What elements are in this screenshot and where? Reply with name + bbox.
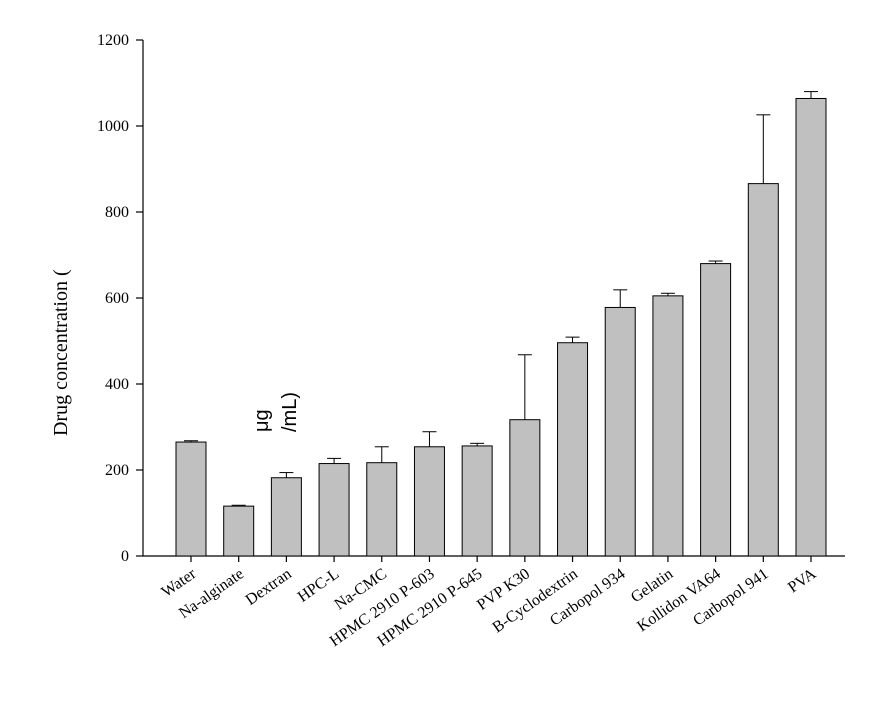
bar <box>175 441 207 557</box>
y-axis-ticks: 0 200 400 600 800 1000 1200 <box>97 32 143 565</box>
y-tick-label: 800 <box>105 204 129 221</box>
bar <box>652 295 684 557</box>
y-tick-label: 600 <box>105 290 129 307</box>
bar <box>270 477 302 557</box>
y-tick-label: 400 <box>105 376 129 393</box>
bar <box>366 462 398 557</box>
y-tick-label: 1200 <box>97 32 129 49</box>
y-tick-label: 200 <box>105 462 129 479</box>
bar <box>318 463 350 557</box>
chart-axes <box>142 40 845 557</box>
bar <box>557 342 589 557</box>
x-category-label: Dextran <box>243 565 295 608</box>
bar <box>413 446 445 557</box>
y-axis-unit-mu: μg <box>251 409 273 432</box>
bar <box>747 183 779 557</box>
bar <box>461 445 493 557</box>
bar <box>795 97 827 557</box>
error-bars-group <box>184 91 818 507</box>
bars-group <box>175 97 827 557</box>
x-category-label: PVA <box>785 565 820 596</box>
bar <box>604 306 636 557</box>
bar <box>509 419 541 557</box>
y-axis-unit-ml: /mL) <box>279 392 301 432</box>
bar <box>223 505 255 557</box>
y-tick-label: 0 <box>121 548 129 565</box>
y-axis-label: Drug concentration ( <box>50 269 72 436</box>
y-tick-label: 1000 <box>97 118 129 135</box>
bar <box>700 263 732 557</box>
